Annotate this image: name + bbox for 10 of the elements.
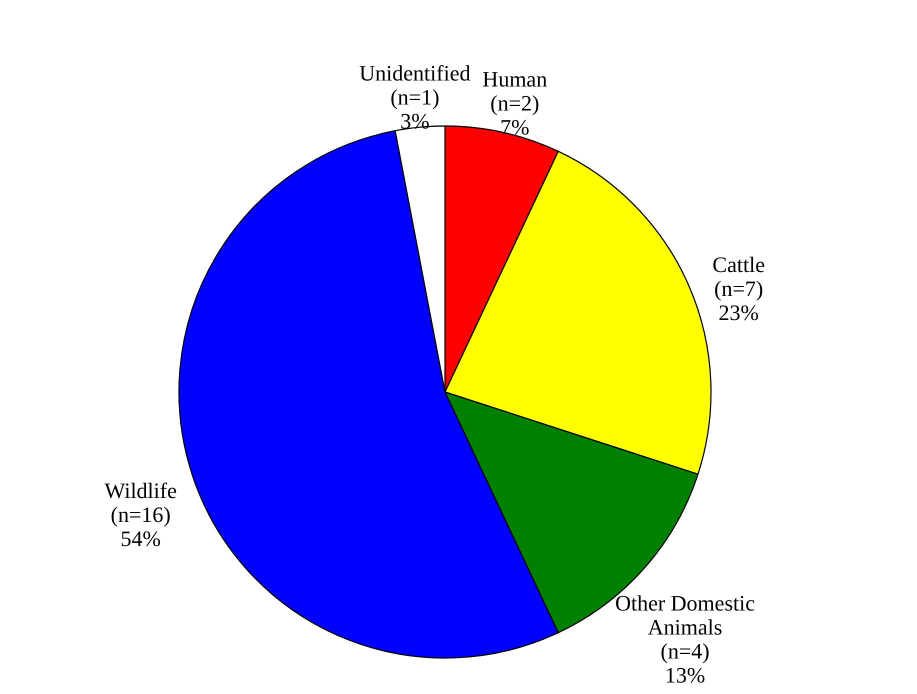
data-label: 3% (400, 108, 430, 134)
slice-label: Wildlife (n=16) (104, 478, 177, 527)
data-label: 13% (664, 662, 706, 688)
data-label: 7% (500, 114, 530, 140)
slice-label: Human (n=2) (482, 66, 548, 116)
slice-label: Unidentified (n=1) (359, 60, 470, 110)
slice-label: Other Domestic Animals (n=4) (615, 590, 756, 664)
data-label: 54% (120, 526, 161, 551)
data-label: 23% (718, 300, 759, 325)
slice-label: Cattle (n=7) (712, 252, 765, 301)
